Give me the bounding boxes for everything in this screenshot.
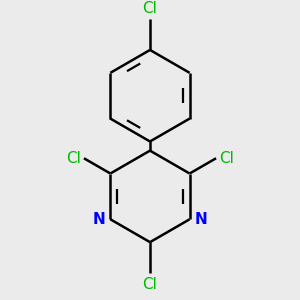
Text: Cl: Cl — [142, 2, 158, 16]
Text: N: N — [92, 212, 105, 227]
Text: Cl: Cl — [219, 151, 234, 166]
Text: Cl: Cl — [142, 277, 158, 292]
Text: Cl: Cl — [66, 151, 81, 166]
Text: N: N — [195, 212, 208, 227]
